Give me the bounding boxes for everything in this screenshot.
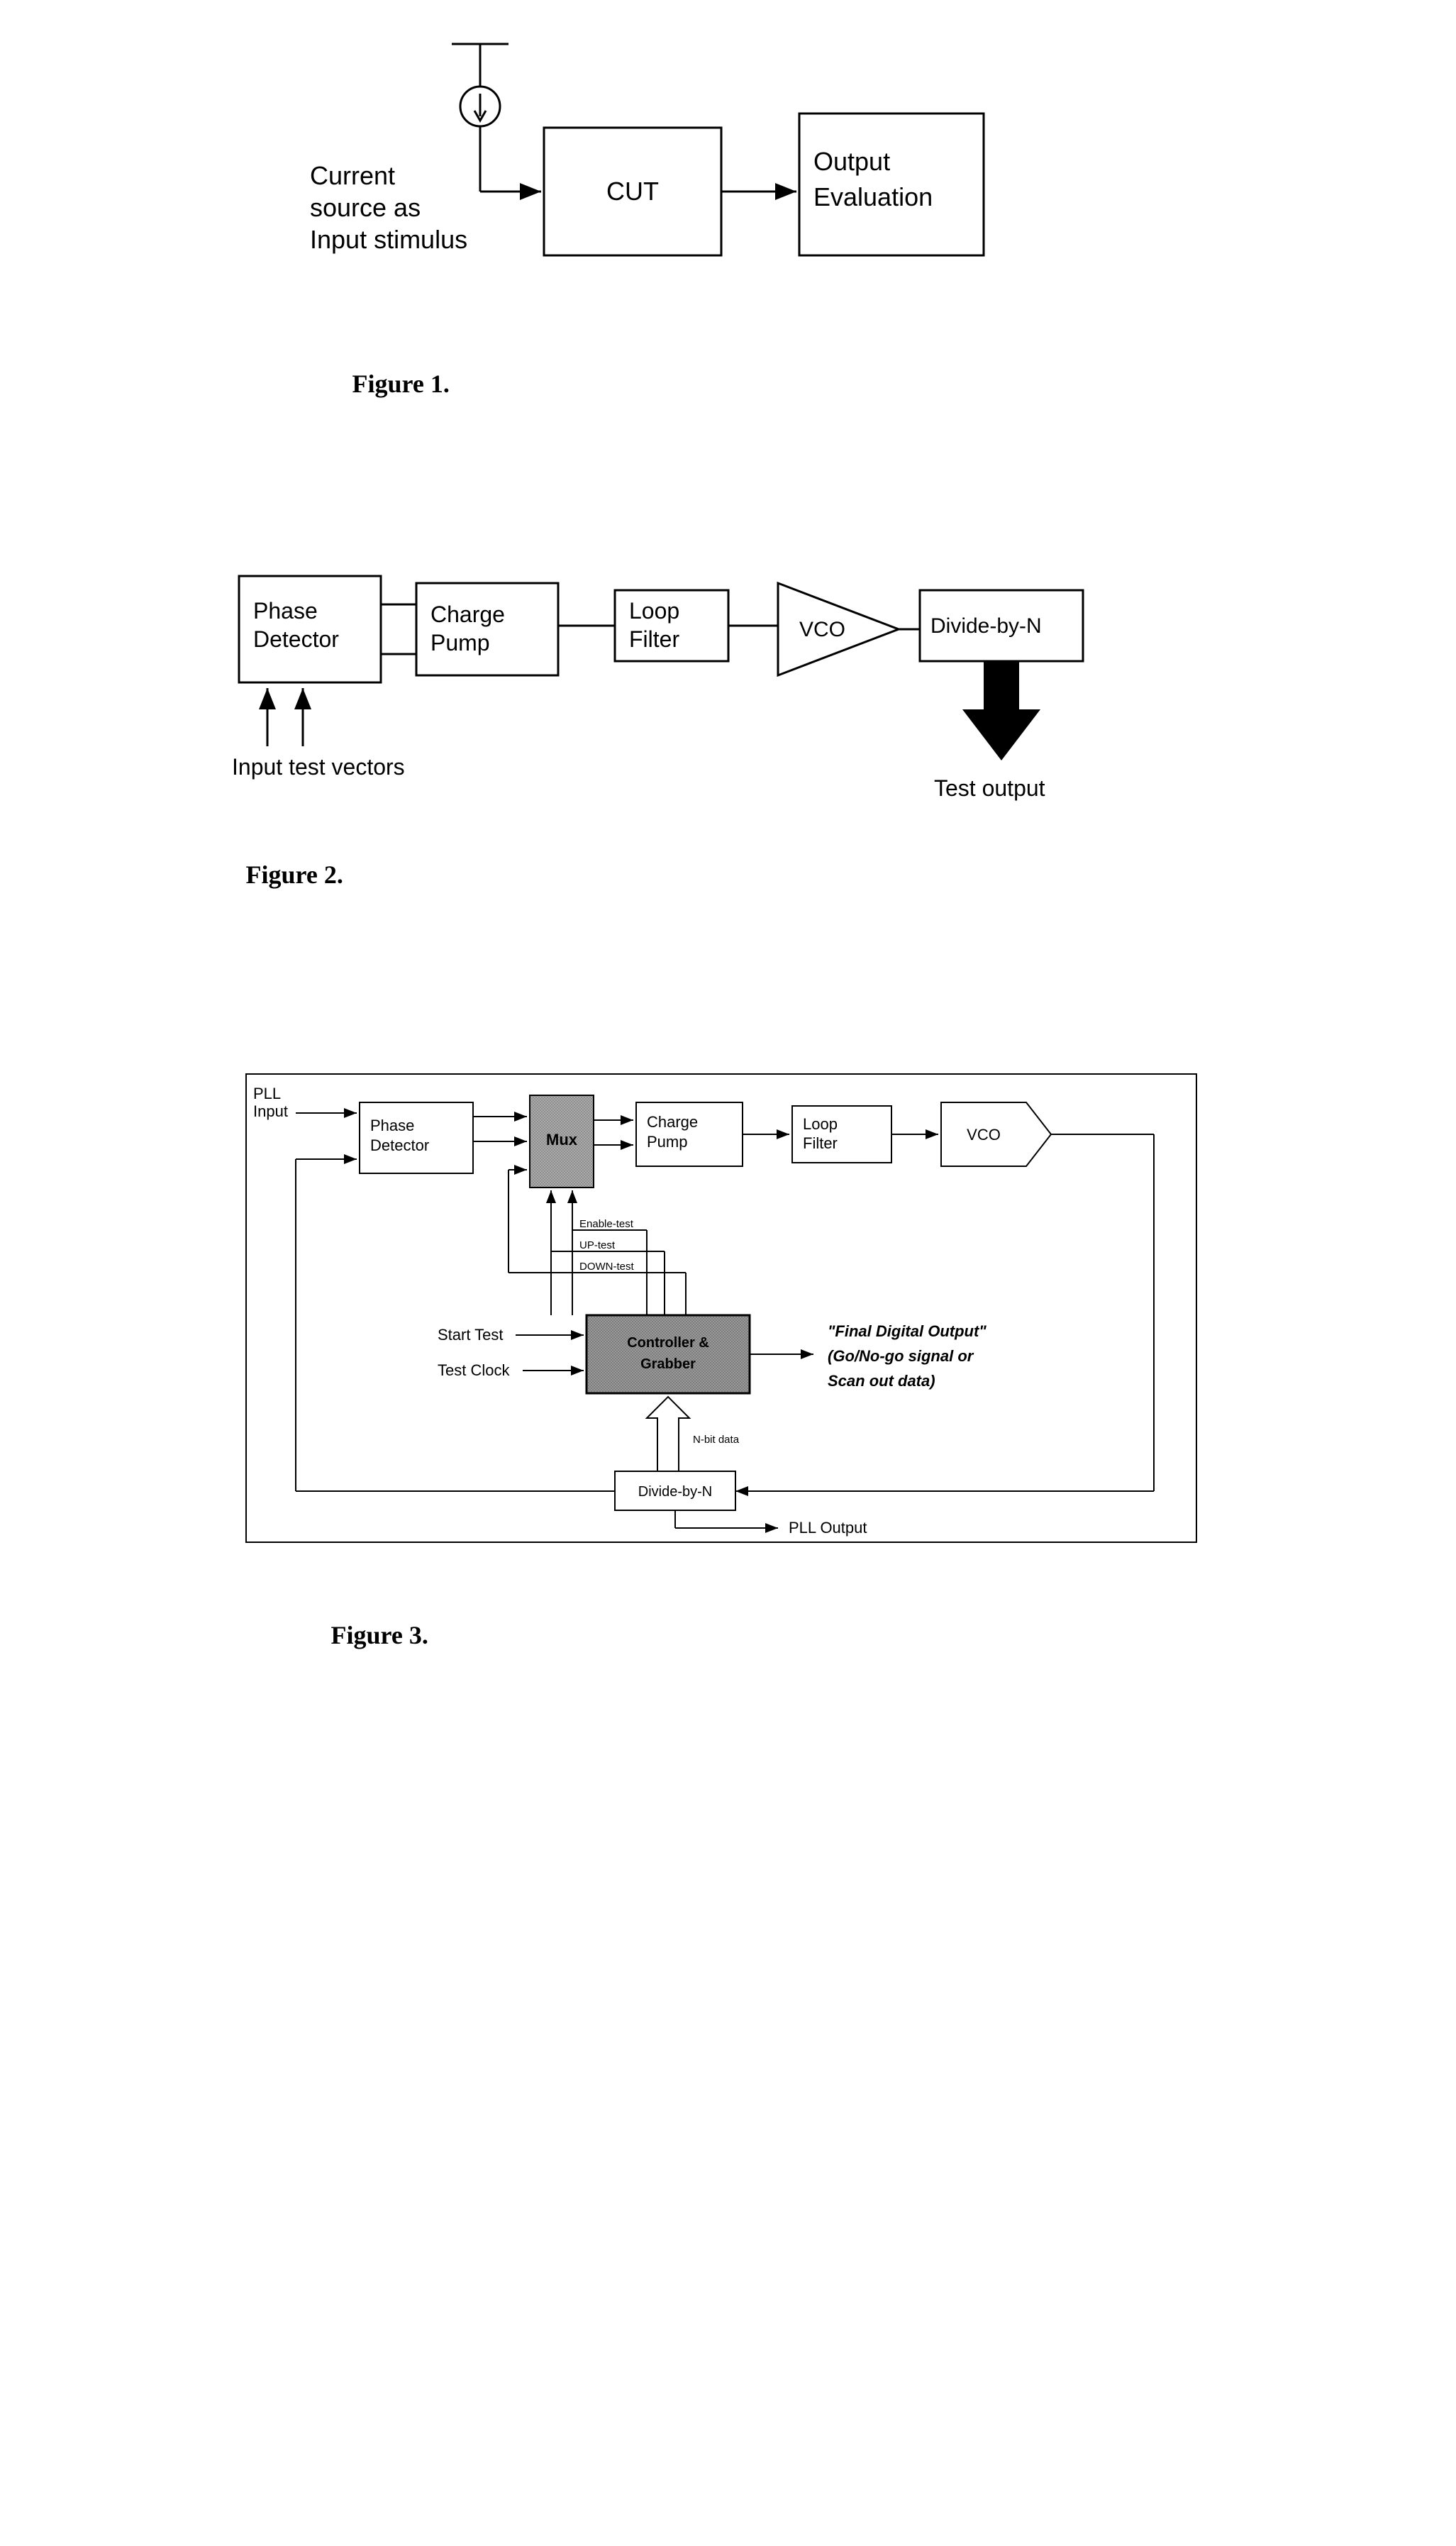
mux-label: Mux	[546, 1131, 578, 1149]
vco-label: VCO	[799, 618, 845, 641]
ctrl-label-1: Controller &	[627, 1335, 709, 1351]
cut-label: CUT	[606, 177, 659, 206]
divide-label: Divide-by-N	[930, 614, 1042, 638]
input-vectors-label: Input test vectors	[232, 754, 405, 780]
lf-label-2: Filter	[629, 626, 679, 652]
figure2-container: Phase Detector Charge Pump Loop Filter V…	[232, 541, 1225, 890]
final-output-1: "Final Digital Output"	[828, 1322, 987, 1340]
pd-label-1: Phase	[253, 598, 318, 624]
pd-label-2: Detector	[253, 626, 339, 652]
pd3-label-2: Detector	[370, 1136, 429, 1154]
final-output-3: Scan out data)	[828, 1372, 935, 1390]
divide3-label: Divide-by-N	[638, 1484, 711, 1500]
cp3-label-2: Pump	[647, 1133, 687, 1151]
figure2-svg: Phase Detector Charge Pump Loop Filter V…	[232, 541, 1225, 838]
nbit-label: N-bit data	[693, 1434, 740, 1446]
test-clock-label: Test Clock	[438, 1361, 510, 1379]
cp-label-2: Pump	[430, 630, 490, 655]
figure3-svg: PLL Input Phase Detector Mux Charge Pum	[232, 1031, 1225, 1599]
ctrl-label-2: Grabber	[640, 1356, 696, 1372]
start-test-label: Start Test	[438, 1326, 504, 1344]
cp3-label-1: Charge	[647, 1113, 698, 1131]
source-label-2: source as	[310, 193, 421, 222]
lf-label-1: Loop	[629, 598, 679, 624]
vco3-label: VCO	[967, 1126, 1001, 1144]
lf3-label-2: Filter	[803, 1134, 838, 1152]
enable-test-label: Enable-test	[579, 1218, 634, 1230]
pd3-label-1: Phase	[370, 1117, 414, 1134]
pll-input-label-2: Input	[253, 1102, 288, 1120]
pll-output-label: PLL Output	[789, 1519, 867, 1537]
figure1-caption: Figure 1.	[352, 369, 1225, 399]
down-test-label: DOWN-test	[579, 1261, 634, 1273]
source-label-3: Input stimulus	[310, 225, 467, 254]
lf3-label-1: Loop	[803, 1115, 838, 1133]
output-label-2: Evaluation	[813, 182, 933, 211]
figure1-container: CUT Output Evaluation Current source as …	[232, 28, 1225, 399]
figure1-svg: CUT Output Evaluation Current source as …	[232, 28, 1012, 348]
figure2-caption: Figure 2.	[246, 860, 1225, 890]
source-label-1: Current	[310, 161, 395, 190]
test-output-label: Test output	[934, 775, 1045, 801]
final-output-2: (Go/No-go signal or	[828, 1347, 974, 1365]
pll-input-label-1: PLL	[253, 1085, 281, 1102]
figure3-container: PLL Input Phase Detector Mux Charge Pum	[232, 1031, 1225, 1650]
up-test-label: UP-test	[579, 1239, 616, 1251]
cp-label-1: Charge	[430, 602, 505, 627]
page: CUT Output Evaluation Current source as …	[232, 28, 1225, 1650]
output-label-1: Output	[813, 147, 890, 176]
figure3-caption: Figure 3.	[331, 1620, 1225, 1650]
